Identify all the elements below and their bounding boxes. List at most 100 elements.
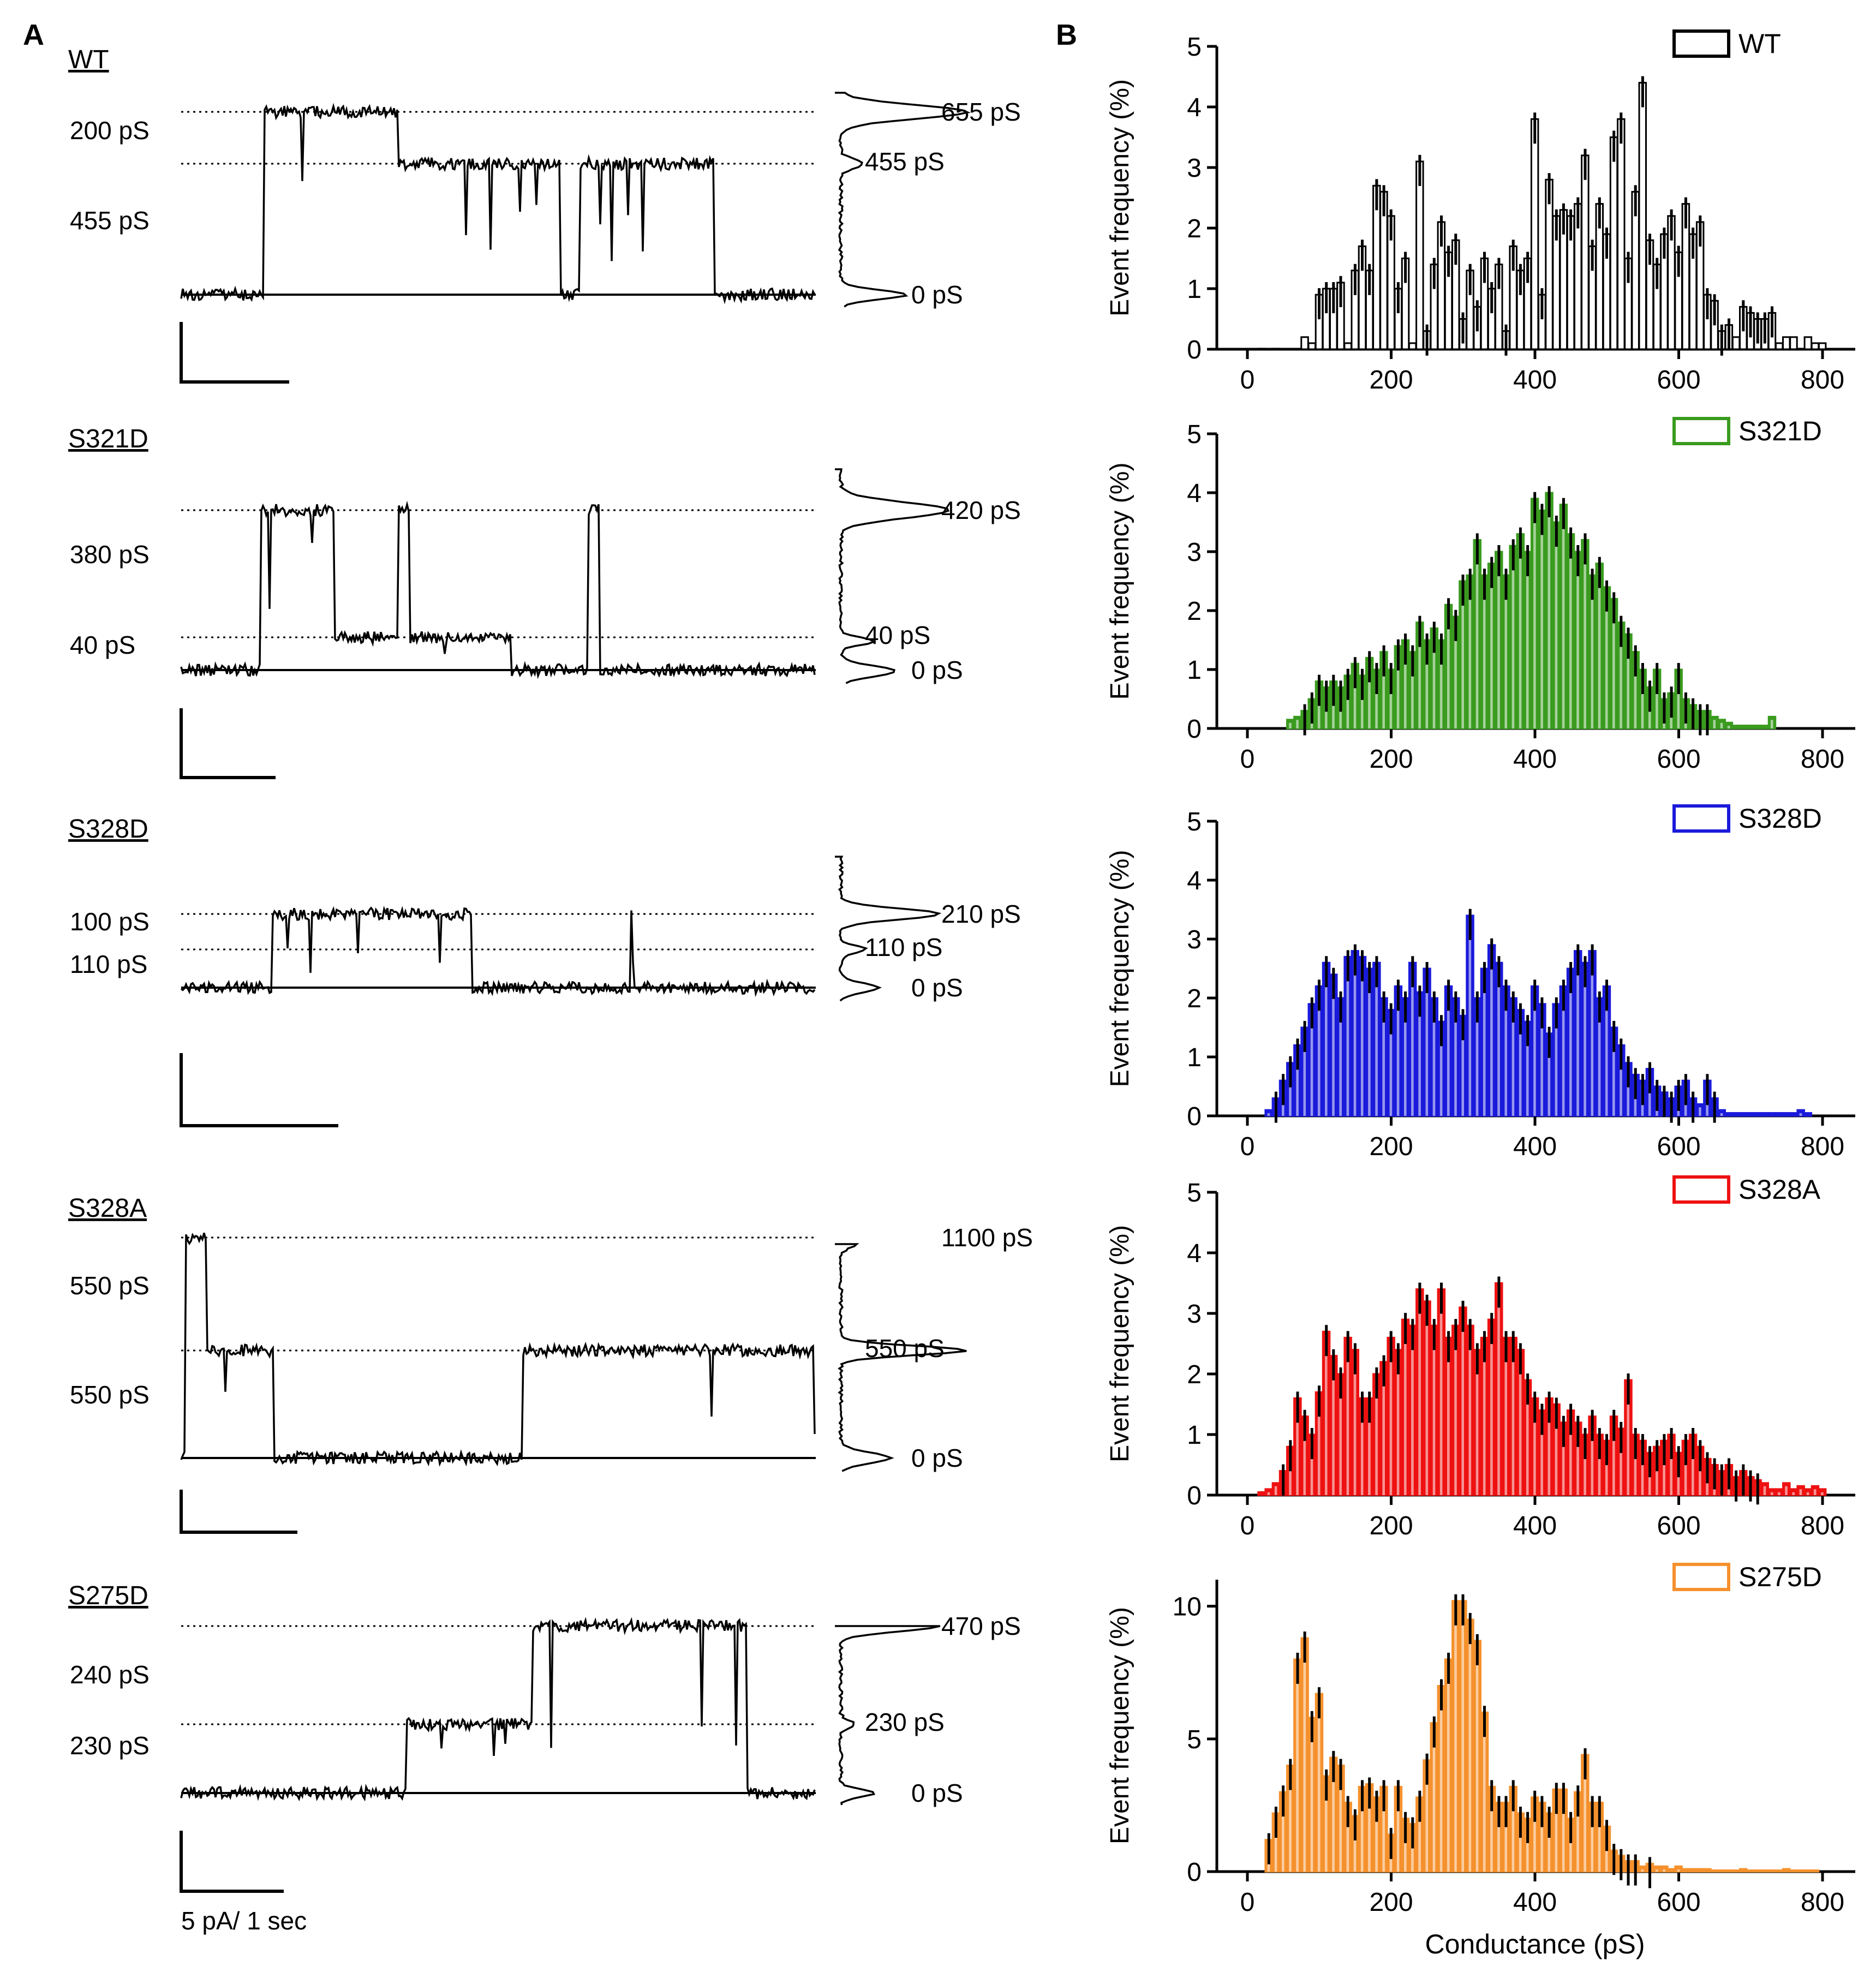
- histogram-bar-highlight: [1576, 1425, 1579, 1495]
- histogram-bar-highlight: [1475, 1001, 1479, 1116]
- histogram-bar-highlight: [1461, 1310, 1464, 1495]
- x-tick-label: 800: [1801, 1511, 1844, 1540]
- histogram-bar-highlight: [1325, 1779, 1328, 1872]
- histogram-bar-highlight: [1670, 1438, 1672, 1495]
- x-axis-label: Conductance (pS): [1425, 1929, 1645, 1959]
- histogram-bar-highlight: [1511, 1341, 1515, 1495]
- histogram-bar-highlight: [1497, 966, 1500, 1116]
- histogram-bar-highlight: [1533, 1401, 1536, 1495]
- histogram-bar-highlight: [1526, 1383, 1529, 1495]
- histogram-bar-highlight: [1540, 1413, 1543, 1495]
- y-tick-label: 10: [1173, 1593, 1202, 1622]
- histogram-bar-highlight: [1346, 678, 1349, 728]
- x-tick-label: 600: [1657, 1888, 1700, 1917]
- histogram-bar: [1782, 1112, 1791, 1117]
- histogram-bar-highlight: [1656, 1869, 1658, 1872]
- histogram-bar-highlight: [1432, 1726, 1436, 1872]
- histogram-bar-highlight: [1562, 1425, 1565, 1495]
- histogram-bar-highlight: [1634, 655, 1637, 728]
- histogram-bar: [1746, 725, 1755, 730]
- y-tick-label: 1: [1187, 1421, 1202, 1450]
- histogram-bar-highlight: [1468, 1329, 1472, 1495]
- y-tick-label: 5: [1187, 1179, 1202, 1208]
- histogram-bar: [1775, 342, 1784, 350]
- histogram-bar-highlight: [1699, 1450, 1701, 1495]
- histogram-bar-highlight: [1663, 1869, 1665, 1872]
- current-trace: [180, 103, 816, 304]
- histogram-bar-highlight: [1389, 673, 1393, 728]
- histogram-bar-highlight: [1432, 631, 1436, 728]
- histogram-bar-highlight: [1404, 1323, 1407, 1495]
- histogram-bar-highlight: [1598, 1806, 1601, 1872]
- histogram-bar-highlight: [1353, 954, 1357, 1116]
- histogram-bar-highlight: [1332, 1359, 1335, 1495]
- histogram-bar: [1811, 1869, 1820, 1873]
- histogram-bar-highlight: [1454, 1604, 1457, 1872]
- trace-s328d: S328D 100 pS 110 pS 210 pS 110 pS 0 pS: [68, 815, 1021, 1127]
- y-tick-label: 1: [1187, 1043, 1202, 1072]
- histogram-bar-highlight: [1296, 720, 1299, 728]
- x-tick-label: 600: [1657, 745, 1700, 774]
- histogram-bar: [1789, 336, 1798, 350]
- histogram-bar-highlight: [1461, 584, 1464, 728]
- histogram-bar: [1681, 1868, 1690, 1873]
- histogram-bar-highlight: [1699, 1107, 1701, 1116]
- trace-title: S328A: [68, 1194, 147, 1223]
- histogram-bar: [1731, 1112, 1741, 1117]
- y-tick-label: 4: [1187, 479, 1202, 508]
- histogram-bar-highlight: [1684, 1444, 1687, 1495]
- histogram-bar-highlight: [1540, 1806, 1543, 1872]
- step-label-upper: 380 pS: [70, 540, 150, 569]
- histogram-bar-highlight: [1727, 726, 1730, 728]
- histogram-bar-highlight: [1346, 960, 1349, 1116]
- histogram-bar-highlight: [1382, 1365, 1385, 1495]
- histogram-bar: [1731, 336, 1741, 350]
- histogram-bar-highlight: [1289, 722, 1292, 728]
- x-tick-label: 0: [1240, 366, 1255, 395]
- x-tick-label: 200: [1369, 745, 1413, 774]
- histogram-bar: [1803, 1112, 1813, 1117]
- histogram-bar-highlight: [1447, 1662, 1450, 1872]
- legend-label: S328D: [1738, 803, 1822, 834]
- histogram-bar-highlight: [1418, 1292, 1421, 1495]
- scale-bar: [180, 1831, 284, 1893]
- histogram-bar-highlight: [1792, 1492, 1795, 1495]
- step-label-lower: 455 pS: [70, 206, 150, 235]
- histogram-bar-highlight: [1289, 1066, 1292, 1116]
- histogram-bar-highlight: [1411, 1827, 1414, 1872]
- histogram-bar-highlight: [1591, 1419, 1594, 1495]
- y-tick-label: 0: [1187, 336, 1202, 364]
- histogram-bar: [1739, 1868, 1748, 1873]
- histogram-bar-highlight: [1310, 1438, 1313, 1495]
- legend-label: S328A: [1738, 1174, 1821, 1205]
- histogram-bar-highlight: [1497, 1286, 1500, 1495]
- histogram-bar-highlight: [1468, 1623, 1472, 1872]
- histogram-bar-highlight: [1656, 1450, 1658, 1495]
- histogram-bar-highlight: [1569, 1413, 1572, 1495]
- histogram-bar-highlight: [1490, 948, 1493, 1116]
- histogram-label-zero: 0 pS: [911, 1779, 963, 1807]
- histogram-bar-highlight: [1605, 989, 1608, 1116]
- histogram-bar-highlight: [1641, 1444, 1644, 1495]
- histogram-bar-highlight: [1483, 972, 1486, 1116]
- histogram-bar-highlight: [1317, 1395, 1321, 1495]
- histogram-bar-highlight: [1310, 1007, 1313, 1116]
- histogram-label-zero: 0 pS: [911, 1444, 963, 1472]
- y-tick-label: 3: [1187, 925, 1202, 954]
- histogram-bar: [1408, 342, 1417, 350]
- histogram-bar: [1731, 1869, 1741, 1873]
- histogram-bar-highlight: [1511, 549, 1515, 728]
- x-tick-label: 200: [1369, 1132, 1413, 1161]
- histogram-bar-highlight: [1411, 1329, 1414, 1495]
- histogram-bar-highlight: [1303, 1641, 1306, 1872]
- histogram-label-zero: 0 pS: [911, 973, 963, 1002]
- histogram-bar-highlight: [1432, 1001, 1436, 1116]
- y-tick-label: 3: [1187, 1300, 1202, 1329]
- histogram-bar-highlight: [1540, 513, 1543, 728]
- histogram-bar-highlight: [1627, 1383, 1629, 1495]
- histogram-bar-highlight: [1375, 966, 1378, 1116]
- y-tick-label: 5: [1187, 420, 1202, 449]
- histogram-bar-highlight: [1504, 1806, 1507, 1872]
- histogram-bar: [1796, 1869, 1805, 1873]
- histogram-bar-highlight: [1475, 543, 1479, 728]
